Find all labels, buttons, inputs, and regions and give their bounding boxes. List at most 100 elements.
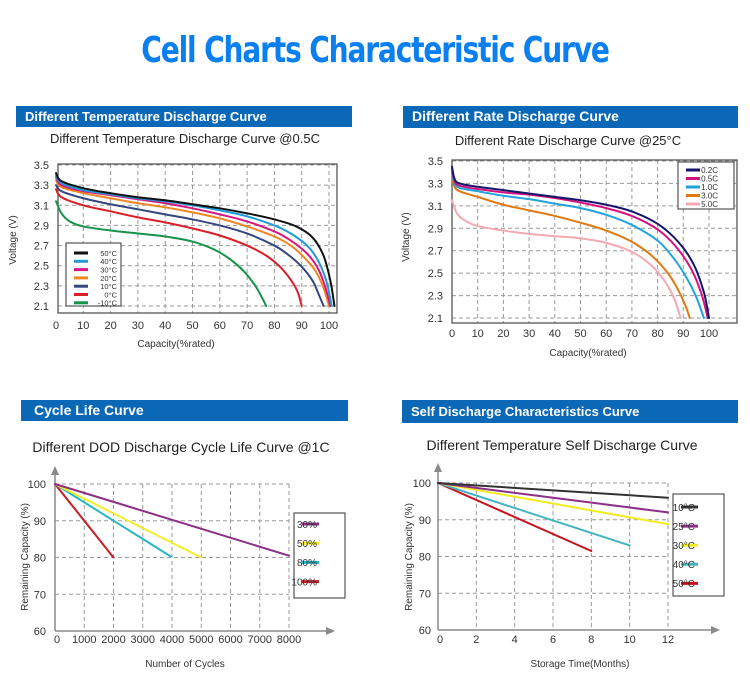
x-tick-label: 0 — [54, 634, 60, 646]
header-self-discharge: Self Discharge Characteristics Curve — [402, 400, 738, 423]
x-tick-label: 80 — [268, 320, 280, 332]
chart-title: Different DOD Discharge Cycle Life Curve… — [32, 439, 329, 455]
x-axis-arrow-icon — [711, 626, 720, 634]
legend-label: 30°C — [673, 541, 695, 552]
chart-title: Different Temperature Discharge Curve @0… — [50, 131, 320, 146]
x-tick-label: 1000 — [72, 634, 96, 646]
y-tick-label: 100 — [28, 479, 46, 491]
legend: 10°C 25°C 30°C 40°C 50°C — [672, 493, 725, 597]
x-tick-label: 100 — [320, 320, 338, 332]
series-line-0.5C — [451, 167, 709, 319]
series-line-10C — [55, 184, 325, 307]
series-line-0.2C — [451, 165, 710, 319]
y-tick-label: 80 — [34, 553, 46, 565]
x-tick-label: 80 — [651, 328, 663, 340]
legend-label: 5.0C — [701, 200, 718, 209]
x-tick-label: 10 — [472, 328, 484, 340]
x-tick-label: 90 — [677, 328, 689, 340]
x-tick-label: 12 — [662, 634, 674, 646]
y-axis-label: Remaining Capacity (%) — [404, 503, 415, 611]
y-axis-label: Voltage (V) — [8, 215, 19, 264]
y-tick-label: 2.9 — [428, 223, 443, 235]
chart-title: Different Temperature Self Discharge Cur… — [426, 437, 697, 453]
legend: 50°C40°C30°C20°C10°C0°C-10°C — [65, 242, 122, 308]
x-tick-label: 4 — [512, 634, 518, 646]
header-rate-discharge: Different Rate Discharge Curve — [403, 106, 738, 128]
y-axis-label: Voltage (V) — [401, 212, 412, 261]
chart-self: Different Temperature Self Discharge Cur… — [404, 437, 725, 670]
legend-label: 50% — [297, 539, 317, 550]
series-line-100 — [54, 483, 115, 559]
y-tick-label: 60 — [34, 626, 46, 638]
series-line-40C — [437, 482, 631, 547]
x-axis-arrow-icon — [326, 627, 335, 635]
legend-label: 40°C — [673, 560, 695, 571]
x-tick-label: 20 — [497, 328, 509, 340]
legend-label: 50°C — [673, 579, 695, 590]
x-axis-label: Number of Cycles — [145, 659, 224, 670]
chart-temp: Different Temperature Discharge Curve @0… — [8, 131, 338, 350]
chart-rate: Different Rate Discharge Curve @25°C 0 10 2… — [401, 133, 738, 359]
y-tick-label: 80 — [419, 552, 431, 564]
y-tick-label: 3.5 — [428, 156, 443, 168]
x-tick-label: 8000 — [277, 634, 301, 646]
y-tick-label: 3.1 — [428, 201, 443, 213]
legend-label: 1.0C — [701, 183, 718, 192]
x-tick-label: 0 — [449, 328, 455, 340]
x-tick-label: 6 — [550, 634, 556, 646]
legend-label: 20°C — [100, 274, 117, 283]
legend-label: 80% — [297, 558, 317, 569]
y-axis-label: Remaining Capacity (%) — [20, 503, 31, 611]
series-line-10C — [55, 200, 268, 307]
y-tick-label: 90 — [34, 516, 46, 528]
x-tick-label: 30 — [132, 320, 144, 332]
series-line-50C — [437, 482, 593, 552]
x-tick-label: 10 — [624, 634, 636, 646]
chart-cycle: Different DOD Discharge Cycle Life Curve… — [20, 439, 346, 670]
y-tick-label: 2.3 — [34, 281, 49, 293]
legend-label: 25°C — [673, 522, 695, 533]
legend: 0.2C0.5C1.0C3.0C5.0C — [677, 161, 735, 210]
series-line-1.0C — [451, 171, 705, 319]
series-line-30C — [437, 482, 669, 526]
y-tick-label: 2.5 — [34, 261, 49, 273]
y-axis-arrow-icon — [434, 463, 442, 472]
y-axis-arrow-icon — [51, 466, 59, 475]
y-tick-label: 2.3 — [428, 291, 443, 303]
series-line-40C — [55, 174, 333, 307]
series-line-3.0C — [451, 176, 691, 319]
x-tick-label: 40 — [159, 320, 171, 332]
legend-label: 3.0C — [701, 192, 718, 201]
x-tick-label: 10 — [77, 320, 89, 332]
series-line-80 — [54, 483, 172, 558]
y-tick-label: 3.3 — [428, 178, 443, 190]
chart-title: Different Rate Discharge Curve @25°C — [455, 133, 681, 148]
series-line-20C — [55, 179, 330, 307]
y-tick-label: 2.9 — [34, 220, 49, 232]
x-tick-label: 2 — [473, 634, 479, 646]
legend: 30% 50% 80% 100% — [291, 512, 346, 599]
legend-label: 0.5C — [701, 175, 718, 184]
x-axis-label: Capacity(%rated) — [549, 348, 626, 359]
legend-box — [293, 512, 346, 599]
y-tick-label: 100 — [413, 478, 431, 490]
header-cycle-life: Cycle Life Curve — [21, 400, 348, 421]
x-tick-label: 6000 — [218, 634, 242, 646]
x-tick-label: 7000 — [248, 634, 272, 646]
y-tick-label: 2.1 — [34, 301, 49, 313]
plot-frame — [57, 163, 338, 314]
y-tick-label: 70 — [419, 588, 431, 600]
legend-label: 30% — [297, 520, 317, 531]
x-tick-label: 40 — [549, 328, 561, 340]
legend-label: 0°C — [104, 290, 117, 299]
page-title: Cell Charts Characteristic Curve — [141, 30, 610, 71]
series-line-30 — [54, 483, 290, 557]
x-tick-label: 50 — [186, 320, 198, 332]
x-tick-label: 2000 — [101, 634, 125, 646]
series-line-5.0C — [451, 199, 682, 319]
x-tick-label: 8 — [588, 634, 594, 646]
legend-label: 10°C — [100, 282, 117, 291]
x-tick-label: 70 — [241, 320, 253, 332]
x-tick-label: 60 — [600, 328, 612, 340]
